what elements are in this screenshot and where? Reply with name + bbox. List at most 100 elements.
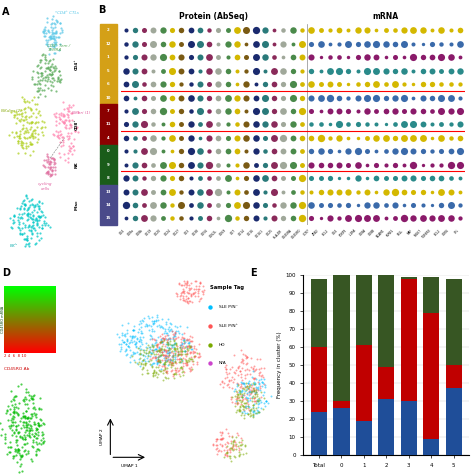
Point [21, 201, 29, 209]
Point [183, 360, 191, 367]
Point [254, 396, 261, 403]
Point [137, 346, 145, 353]
Point [239, 395, 246, 402]
Point [428, 40, 436, 48]
Point [261, 188, 269, 195]
Point [187, 292, 195, 299]
Point [33, 87, 41, 95]
Point [255, 408, 263, 416]
Point [129, 327, 137, 334]
Point [32, 113, 40, 120]
Point [10, 113, 18, 120]
Point [228, 364, 236, 371]
Point [213, 450, 221, 457]
Point [42, 40, 49, 48]
Point [43, 73, 50, 81]
Point [24, 207, 31, 214]
Point [257, 373, 265, 380]
Point [67, 124, 75, 131]
Point [10, 111, 18, 119]
Point [66, 121, 73, 129]
Point [138, 316, 146, 323]
Point [232, 408, 239, 416]
Point [33, 118, 40, 126]
Point [298, 94, 306, 101]
Point [41, 219, 48, 227]
Point [161, 352, 169, 359]
Point [363, 120, 371, 128]
Point [174, 350, 182, 358]
Point [172, 355, 179, 363]
Point [33, 216, 41, 223]
Point [23, 439, 31, 447]
Point [160, 361, 168, 369]
Point [246, 388, 254, 395]
Point [21, 201, 28, 208]
Point [45, 155, 52, 162]
Point [178, 347, 186, 355]
Point [162, 355, 170, 362]
Point [33, 68, 41, 75]
Point [176, 358, 183, 365]
Point [183, 342, 191, 349]
Point [129, 350, 137, 357]
Point [168, 354, 176, 361]
Point [150, 215, 157, 222]
Point [240, 379, 248, 386]
Point [20, 395, 27, 402]
Point [354, 40, 362, 48]
Point [170, 374, 178, 382]
Point [166, 358, 174, 366]
Point [438, 120, 445, 128]
Point [169, 336, 176, 343]
Point [219, 442, 226, 449]
Point [247, 383, 255, 391]
Point [137, 350, 144, 358]
Point [131, 201, 138, 209]
Point [122, 161, 129, 169]
Point [9, 455, 17, 462]
Point [250, 397, 258, 404]
Point [157, 338, 165, 346]
Point [179, 292, 187, 300]
Point [38, 224, 46, 232]
Point [155, 344, 163, 352]
Point [13, 441, 21, 449]
Point [36, 84, 44, 91]
Point [153, 350, 160, 357]
Point [354, 27, 362, 34]
Point [13, 204, 21, 212]
Point [118, 341, 125, 348]
Point [237, 388, 244, 395]
Point [173, 340, 180, 347]
Point [47, 86, 55, 94]
Point [183, 281, 191, 289]
Point [65, 117, 73, 124]
Point [117, 346, 125, 353]
Point [252, 397, 259, 405]
Point [176, 347, 184, 355]
Point [122, 346, 130, 354]
Point [32, 405, 39, 412]
Point [183, 361, 191, 369]
Point [262, 397, 269, 405]
Point [187, 284, 194, 292]
Point [308, 81, 315, 88]
Point [252, 161, 259, 169]
Point [176, 354, 183, 362]
Point [32, 413, 40, 420]
Point [184, 299, 191, 306]
Text: CD8⁺ Tem /
TEMRA: CD8⁺ Tem / TEMRA [47, 44, 71, 53]
Point [242, 366, 249, 374]
Point [26, 427, 34, 434]
Point [133, 349, 141, 356]
Point [238, 387, 246, 395]
Point [428, 188, 436, 195]
Point [177, 348, 185, 356]
Point [186, 342, 193, 349]
Point [419, 161, 427, 169]
Point [158, 315, 166, 323]
Point [44, 38, 51, 46]
Point [24, 128, 31, 136]
Point [177, 67, 185, 74]
